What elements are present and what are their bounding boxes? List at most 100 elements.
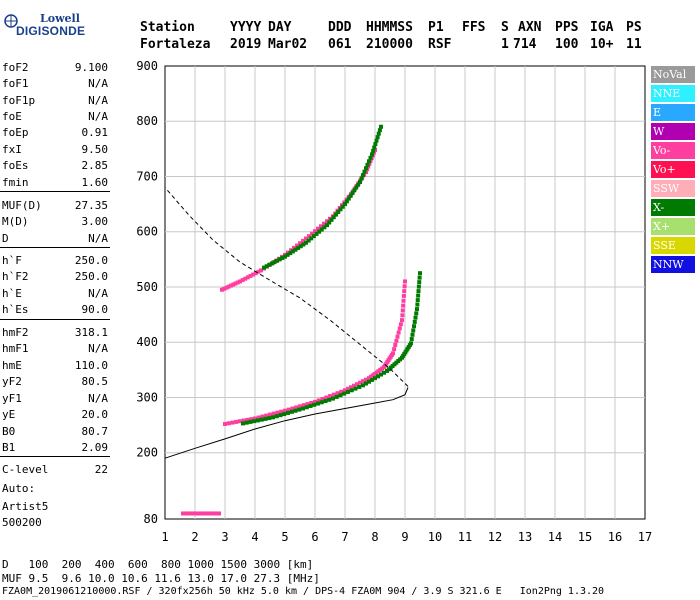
x-tick-label: 5 [281, 530, 288, 544]
param-row: h`Es 90.0 [2, 302, 108, 317]
trace-point [268, 412, 272, 417]
param-row: fmin 1.60 [2, 175, 108, 190]
trace-point [346, 196, 351, 201]
trace-point [374, 138, 379, 143]
trace-point [354, 185, 359, 190]
x-tick-label: 7 [341, 530, 348, 544]
trace-point [282, 412, 287, 417]
file-info: FZA0M_2019061210000.RSF / 320fx256h 50 k… [2, 586, 605, 597]
param-name: foF1 [2, 77, 29, 90]
param-value: 1.60 [81, 176, 109, 189]
trace-point [338, 393, 343, 398]
trace-point [338, 207, 343, 212]
trace-point [289, 409, 294, 414]
trace-point [362, 169, 367, 174]
trace-point [343, 202, 347, 207]
trace-point [401, 303, 406, 308]
trace-point [243, 276, 248, 281]
trace-point [352, 383, 356, 388]
trace-point [397, 326, 402, 331]
trace-point [231, 282, 236, 287]
trace-point [359, 176, 364, 181]
param-name: foF1p [2, 94, 36, 107]
param-name: h`Es [2, 303, 29, 316]
param-divider [0, 456, 110, 457]
trace-point [391, 351, 395, 356]
trace-point [415, 307, 419, 312]
trace-point [395, 334, 400, 339]
param-name: fmin [2, 176, 29, 189]
trace-point [301, 406, 305, 411]
param-value: 9.50 [81, 143, 109, 156]
trace-point [245, 275, 250, 280]
trace-point [336, 209, 341, 214]
param-value: 2.09 [81, 441, 109, 454]
header-label: YYYY [230, 20, 262, 35]
trace-point [401, 293, 406, 298]
trace-point [402, 284, 407, 289]
y-tick-label: 700 [136, 169, 158, 183]
trace-point [244, 420, 249, 425]
header-label: AXN [518, 20, 542, 35]
param-name: B1 [2, 441, 16, 454]
param-divider [0, 247, 110, 248]
trace-point [312, 402, 317, 407]
trace-point [416, 284, 421, 289]
trace-point [357, 384, 362, 389]
trace-point [415, 302, 420, 307]
trace-point [238, 419, 242, 424]
trace-point [241, 421, 245, 426]
logo-line1: Lowell [40, 12, 80, 25]
trace-point [224, 285, 229, 290]
legend-item: SSE [651, 237, 695, 254]
trace-point [379, 372, 383, 377]
y-tick-label: 900 [136, 59, 158, 73]
trace-point [410, 332, 415, 337]
header-value: 2019 [230, 37, 262, 52]
header-value: 061 [328, 37, 352, 52]
trace-point [335, 391, 340, 396]
trace-point [331, 215, 336, 220]
trace-point [319, 400, 324, 405]
param-row: yF1 N/A [2, 391, 108, 406]
trace-point [304, 236, 308, 241]
trace-point [256, 418, 260, 423]
trace-point [377, 128, 382, 133]
y-tick-label: 80 [144, 512, 158, 526]
trace-point [283, 254, 287, 259]
param-row: B0 80.7 [2, 424, 108, 439]
trace-point [313, 399, 317, 404]
trace-point [353, 386, 358, 391]
legend-item: Vo- [651, 142, 695, 159]
trace-point [415, 298, 420, 303]
header-value: 210000 [366, 37, 413, 52]
trace-point [371, 148, 376, 153]
x-tick-label: 2 [191, 530, 198, 544]
trace-point [304, 405, 309, 410]
param-row: hmF1 N/A [2, 341, 108, 356]
x-tick-label: 13 [518, 530, 532, 544]
trace-point [334, 212, 338, 217]
trace-point [367, 379, 371, 384]
param-row: foE N/A [2, 109, 108, 124]
param-value: 90.0 [81, 303, 109, 316]
param-value: 250.0 [74, 254, 108, 267]
trace-point [304, 240, 308, 245]
param-name: h`F [2, 254, 22, 267]
param-value: 9.100 [74, 61, 108, 74]
legend-item: X- [651, 199, 695, 216]
x-tick-label: 15 [578, 530, 592, 544]
param-value: 80.7 [81, 425, 109, 438]
x-tick-label: 9 [401, 530, 408, 544]
trace-point [285, 252, 290, 257]
trace-point [308, 404, 313, 409]
trace-point [409, 337, 414, 342]
trace-point [314, 231, 319, 236]
trace-point [274, 414, 279, 419]
y-tick-label: 800 [136, 114, 158, 128]
trace-point [277, 257, 282, 262]
param-value: 250.0 [74, 270, 108, 283]
header-value: 714 [513, 37, 537, 52]
trace-point [316, 226, 320, 231]
param-row: h`E N/A [2, 286, 108, 301]
